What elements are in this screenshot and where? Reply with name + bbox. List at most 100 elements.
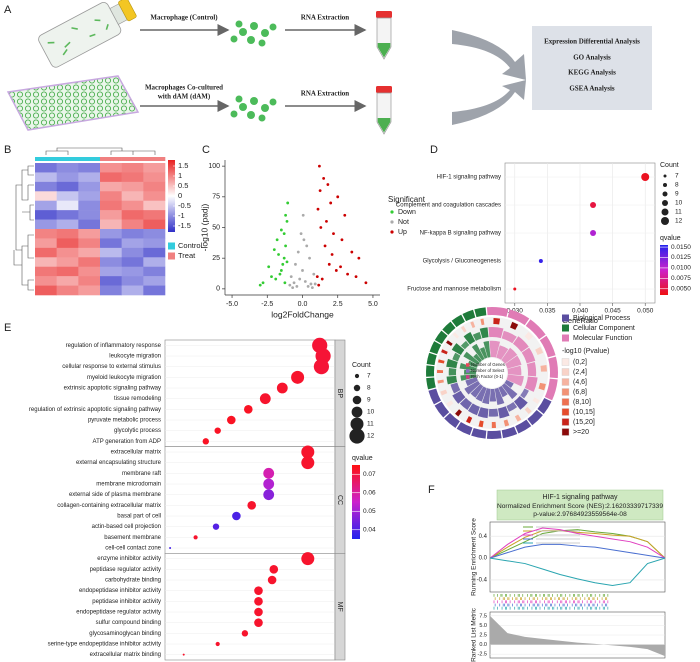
heat-cell xyxy=(35,247,57,258)
plate-icon xyxy=(6,75,140,131)
category-label: external encapsulating structure xyxy=(76,460,162,466)
circos-outer xyxy=(434,330,448,344)
colorbar xyxy=(168,160,175,232)
legend-title: Significant xyxy=(388,195,426,204)
heat-cell xyxy=(100,191,122,202)
colorbar-label: 0.0075 xyxy=(671,275,691,282)
heat-cell xyxy=(78,191,101,202)
heat-cell xyxy=(78,285,101,296)
heat-cell xyxy=(56,229,79,239)
cells-icon xyxy=(230,20,277,47)
circos-inner xyxy=(506,374,524,387)
heat-cell xyxy=(100,229,122,239)
dot xyxy=(212,523,220,530)
heat-cell xyxy=(100,172,122,183)
point xyxy=(350,250,354,254)
title-box xyxy=(496,489,664,521)
legend-title: qvalue xyxy=(660,235,681,242)
circos-bar xyxy=(467,403,480,416)
analysis-box xyxy=(532,26,652,110)
facet-strip xyxy=(334,553,346,661)
colorbar-label: -1 xyxy=(178,211,185,220)
heat-cell xyxy=(35,163,57,173)
enrichment-line xyxy=(489,530,666,559)
dot xyxy=(169,547,172,549)
circos-outer xyxy=(537,398,552,414)
step-label: RNA Extraction xyxy=(301,90,350,98)
circos-inner xyxy=(505,355,522,369)
annotation-cell xyxy=(121,157,144,161)
circos-bar xyxy=(446,375,458,385)
circos-outer xyxy=(434,401,450,418)
heat-cell xyxy=(143,257,166,268)
enrichment-line xyxy=(489,543,666,559)
point xyxy=(329,201,333,205)
circos-pvalue xyxy=(446,340,453,347)
heat-cell xyxy=(35,276,57,286)
y-axis-label: -log10 (padj) xyxy=(199,203,209,251)
legend-swatch xyxy=(561,398,570,406)
legend-label: 7 xyxy=(367,373,371,380)
dot xyxy=(301,552,315,566)
point xyxy=(275,238,279,242)
circos-outer xyxy=(515,419,532,434)
circos-inner xyxy=(473,353,482,363)
dot xyxy=(202,438,209,445)
legend-dot xyxy=(350,417,364,431)
point xyxy=(282,256,286,260)
dot xyxy=(263,467,275,479)
category-label: sulfur compound binding xyxy=(96,620,161,626)
category-label: endopeptidase regulator activity xyxy=(76,610,161,616)
circos-pvalue xyxy=(441,349,448,355)
category-label: Fructose and mannose metabolism xyxy=(407,287,501,293)
x-tick-label: 5.0 xyxy=(368,301,378,308)
circos-inner xyxy=(496,345,509,360)
circos-pvalue xyxy=(514,414,522,422)
circos-bar xyxy=(488,327,504,339)
heat-cell xyxy=(56,266,79,277)
heat-cell xyxy=(121,172,144,183)
circos-outer xyxy=(456,421,473,436)
chart-title: HIF-1 signaling pathway xyxy=(542,494,618,501)
heat-cell xyxy=(56,172,79,183)
y-tick-label: -0.4 xyxy=(477,578,488,584)
circos-pvalue xyxy=(535,346,544,355)
circos-pvalue xyxy=(466,416,473,424)
category-label: cell-cell contact zone xyxy=(105,546,161,552)
annotation-cell xyxy=(56,157,79,161)
circos-outer xyxy=(544,378,558,401)
circos-outer xyxy=(527,409,543,426)
circos-pvalue xyxy=(446,400,454,408)
x-tick-label: 0.0 xyxy=(298,301,308,308)
colorbar-label: 0.05 xyxy=(363,508,376,515)
category-label: basement membrane xyxy=(104,535,161,541)
circos-inner xyxy=(459,363,477,371)
dot xyxy=(513,287,517,291)
point xyxy=(301,269,304,272)
legend-swatch xyxy=(561,388,570,396)
category-label: collagen-containing extracellular matrix xyxy=(57,503,161,509)
dot xyxy=(244,405,253,414)
circos-outer xyxy=(474,307,487,318)
category-label: external side of plasma membrane xyxy=(69,492,162,498)
circos-inner xyxy=(504,379,514,388)
circos-pvalue xyxy=(540,364,547,372)
legend-label: 12 xyxy=(367,433,375,440)
workflow: Macrophage (Control) RNA Extraction Macr… xyxy=(6,0,652,135)
legend-dot xyxy=(351,406,363,418)
dot xyxy=(301,445,315,459)
point xyxy=(318,189,322,193)
circos-outer xyxy=(462,309,476,322)
dot xyxy=(254,597,263,606)
y-tick-label: 2.5 xyxy=(479,632,487,638)
legend-label: Not xyxy=(398,219,409,226)
legend-label: 7 xyxy=(675,173,679,180)
inner-swatch xyxy=(466,369,470,373)
point xyxy=(274,277,278,281)
heat-cell xyxy=(121,238,144,249)
heat-cell xyxy=(121,257,144,268)
circos-inner xyxy=(470,384,484,398)
y-tick-label: 5.0 xyxy=(479,623,487,629)
legend-title: Count xyxy=(660,162,679,169)
y-tick-label: -2.5 xyxy=(478,652,487,658)
